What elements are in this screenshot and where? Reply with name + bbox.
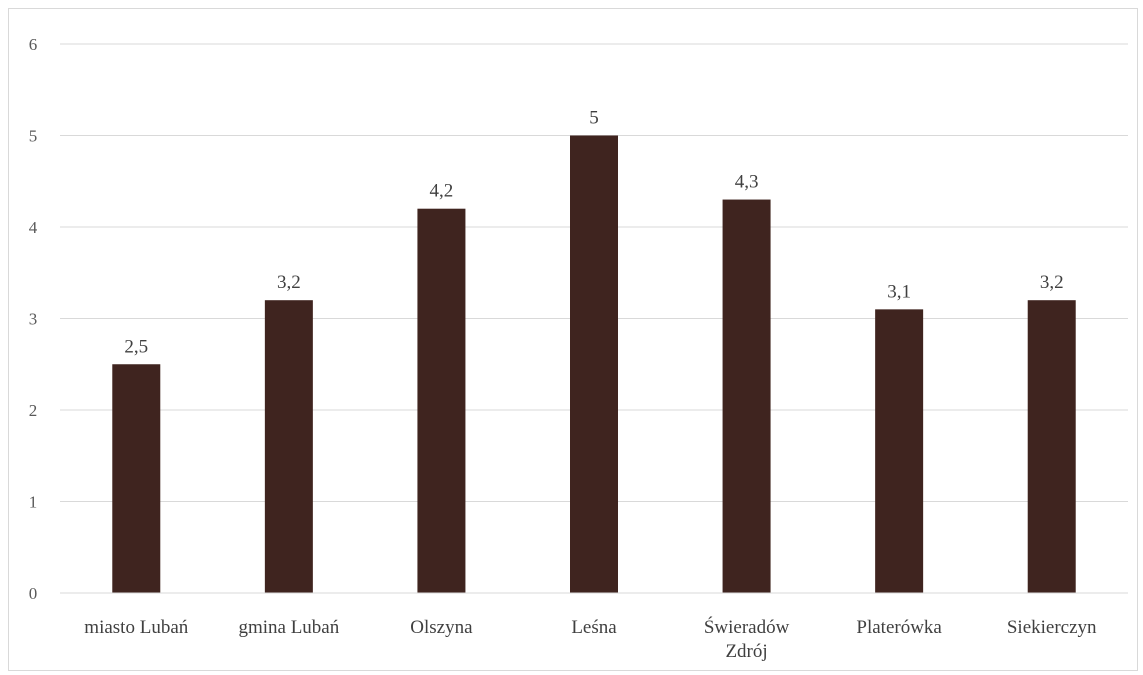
data-label: 3,2 [1040, 272, 1064, 293]
y-tick-label: 0 [29, 584, 38, 603]
data-label: 4,3 [735, 172, 759, 193]
bar [722, 199, 771, 594]
x-category-line: gmina Lubań [238, 617, 339, 638]
data-label: 3,1 [887, 281, 911, 302]
x-category-line: Leśna [571, 617, 617, 638]
x-category-label: Platerówka [856, 617, 942, 638]
x-category-line: Siekierczyn [1007, 617, 1097, 638]
x-category-line: Zdrój [725, 641, 767, 662]
y-tick-label: 5 [29, 127, 38, 146]
bar [1027, 300, 1076, 593]
bar [570, 135, 618, 593]
y-tick-label: 2 [29, 401, 38, 420]
bar [112, 364, 161, 593]
data-label: 5 [589, 108, 599, 129]
data-labels: 2,5 3,2 4,2 5 4,3 3,1 3,2 [124, 108, 1063, 358]
x-category-label: gmina Lubań [238, 617, 339, 638]
x-category-label: Leśna [571, 617, 617, 638]
bar [875, 309, 924, 593]
y-axis-ticks: 0 1 2 3 4 5 6 [29, 35, 38, 603]
x-category-label: Świeradów Zdrój [704, 616, 790, 662]
data-label: 4,2 [430, 181, 454, 202]
bars [112, 135, 1076, 594]
x-category-line: Olszyna [410, 617, 473, 638]
y-tick-label: 1 [29, 493, 38, 512]
x-category-line: Świeradów [704, 616, 790, 638]
x-category-label: miasto Lubań [84, 617, 188, 638]
y-tick-label: 6 [29, 35, 38, 54]
bar [417, 208, 466, 593]
x-category-label: Siekierczyn [1007, 617, 1097, 638]
x-category-line: Platerówka [856, 617, 942, 638]
x-category-line: miasto Lubań [84, 617, 188, 638]
x-axis-categories: miasto Lubań gmina Lubań Olszyna Leśna Świer… [84, 616, 1097, 662]
data-label: 3,2 [277, 272, 301, 293]
y-tick-label: 3 [29, 310, 38, 329]
data-label: 2,5 [124, 336, 148, 357]
bar [264, 300, 313, 593]
y-tick-label: 4 [29, 218, 38, 237]
x-category-label: Olszyna [410, 617, 473, 638]
